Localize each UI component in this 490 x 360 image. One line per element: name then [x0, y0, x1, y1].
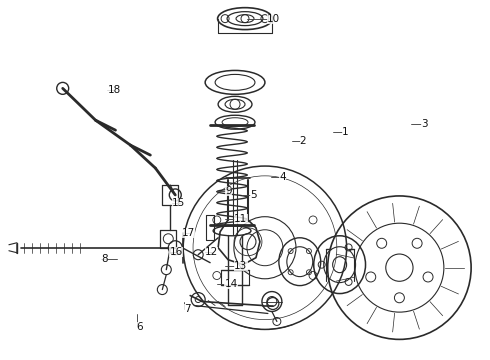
- Text: 2: 2: [300, 136, 306, 145]
- Text: 12: 12: [205, 247, 218, 257]
- Text: 3: 3: [421, 120, 427, 129]
- Text: 17: 17: [182, 228, 195, 238]
- Text: 7: 7: [184, 304, 191, 314]
- Text: 11: 11: [234, 215, 247, 224]
- Text: 10: 10: [267, 14, 280, 24]
- Text: 5: 5: [250, 190, 256, 201]
- Text: 13: 13: [234, 261, 247, 271]
- Text: 16: 16: [170, 247, 183, 257]
- Text: 1: 1: [342, 127, 348, 136]
- Text: 4: 4: [279, 172, 286, 183]
- Text: 15: 15: [172, 198, 185, 208]
- Text: 9: 9: [225, 186, 232, 196]
- Text: 6: 6: [137, 322, 143, 332]
- Text: 18: 18: [107, 85, 121, 95]
- Text: 14: 14: [224, 279, 238, 289]
- Text: 8: 8: [101, 254, 108, 264]
